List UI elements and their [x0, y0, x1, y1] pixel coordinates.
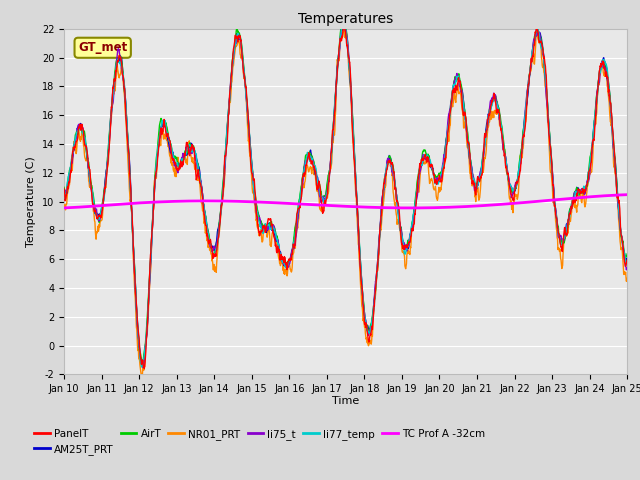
NR01_PRT — [60, 204, 68, 210]
TC Prof A -32cm — [172, 198, 179, 204]
TC Prof A -32cm — [186, 198, 193, 204]
PanelT — [172, 163, 180, 168]
AM25T_PRT — [623, 261, 631, 267]
li75_t — [172, 165, 180, 171]
AirT — [249, 168, 257, 174]
li75_t — [434, 176, 442, 182]
li75_t — [186, 148, 193, 154]
PanelT — [340, 18, 348, 24]
AirT — [60, 184, 68, 190]
NR01_PRT — [340, 26, 348, 32]
PanelT — [508, 192, 515, 198]
AirT — [139, 360, 147, 366]
li75_t — [140, 364, 147, 370]
AirT — [557, 240, 565, 245]
AirT — [186, 140, 193, 146]
NR01_PRT — [172, 174, 180, 180]
TC Prof A -32cm — [507, 201, 515, 206]
li77_temp — [186, 142, 193, 147]
AM25T_PRT — [340, 19, 348, 25]
PanelT — [60, 186, 68, 192]
li77_temp — [339, 23, 346, 28]
TC Prof A -32cm — [60, 205, 68, 211]
NR01_PRT — [434, 196, 442, 202]
li77_temp — [249, 173, 257, 179]
Legend: PanelT, AM25T_PRT, AirT, NR01_PRT, li75_t, li77_temp, TC Prof A -32cm: PanelT, AM25T_PRT, AirT, NR01_PRT, li75_… — [30, 424, 490, 459]
NR01_PRT — [186, 143, 193, 148]
Title: Temperatures: Temperatures — [298, 12, 393, 26]
AirT — [508, 188, 515, 193]
li75_t — [623, 266, 631, 272]
li77_temp — [508, 185, 515, 191]
Line: li77_temp: li77_temp — [64, 25, 627, 367]
PanelT — [140, 366, 148, 372]
TC Prof A -32cm — [557, 196, 564, 202]
NR01_PRT — [623, 276, 631, 281]
AM25T_PRT — [434, 178, 442, 184]
li77_temp — [557, 241, 565, 247]
AM25T_PRT — [508, 184, 515, 190]
NR01_PRT — [249, 190, 257, 196]
li75_t — [557, 233, 565, 239]
PanelT — [186, 153, 193, 158]
PanelT — [434, 178, 442, 184]
Line: AM25T_PRT: AM25T_PRT — [64, 22, 627, 365]
AM25T_PRT — [186, 144, 193, 150]
AM25T_PRT — [138, 362, 146, 368]
li77_temp — [434, 181, 442, 187]
AirT — [340, 17, 348, 23]
Line: li75_t: li75_t — [64, 24, 627, 367]
PanelT — [557, 244, 565, 250]
X-axis label: Time: Time — [332, 396, 359, 406]
Line: TC Prof A -32cm: TC Prof A -32cm — [64, 195, 627, 208]
AirT — [434, 173, 442, 179]
Y-axis label: Temperature (C): Temperature (C) — [26, 156, 36, 247]
AM25T_PRT — [249, 172, 257, 178]
AirT — [623, 251, 631, 257]
TC Prof A -32cm — [433, 205, 441, 211]
TC Prof A -32cm — [248, 199, 256, 204]
li77_temp — [138, 364, 145, 370]
AM25T_PRT — [172, 163, 180, 169]
TC Prof A -32cm — [406, 205, 414, 211]
Text: GT_met: GT_met — [78, 41, 127, 54]
AirT — [172, 156, 180, 162]
AM25T_PRT — [60, 197, 68, 203]
li75_t — [249, 169, 257, 175]
li75_t — [60, 190, 68, 196]
NR01_PRT — [508, 201, 515, 207]
TC Prof A -32cm — [623, 192, 631, 198]
li75_t — [339, 21, 347, 27]
PanelT — [249, 173, 257, 179]
li75_t — [508, 194, 515, 200]
NR01_PRT — [138, 374, 145, 380]
Line: PanelT: PanelT — [64, 21, 627, 369]
NR01_PRT — [557, 257, 565, 263]
PanelT — [623, 257, 631, 263]
Line: NR01_PRT: NR01_PRT — [64, 29, 627, 377]
li77_temp — [172, 160, 180, 166]
li77_temp — [623, 263, 631, 268]
AM25T_PRT — [557, 238, 565, 243]
Line: AirT: AirT — [64, 20, 627, 363]
li77_temp — [60, 194, 68, 200]
